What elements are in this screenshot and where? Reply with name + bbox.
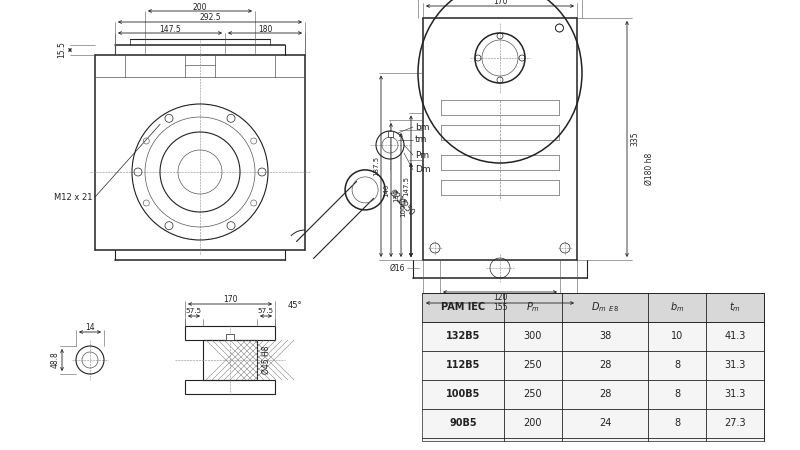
- Text: 15.5: 15.5: [58, 41, 66, 58]
- Text: 28: 28: [599, 360, 611, 370]
- Text: 90B5: 90B5: [449, 418, 477, 428]
- Text: Ø45 H8: Ø45 H8: [262, 346, 271, 374]
- Text: 8: 8: [674, 360, 680, 370]
- Text: PAM IEC: PAM IEC: [441, 302, 485, 312]
- Text: tm: tm: [415, 135, 427, 144]
- Text: 28: 28: [599, 389, 611, 399]
- Text: $t_m$: $t_m$: [729, 300, 741, 314]
- Text: 132B5: 132B5: [446, 331, 480, 341]
- Text: Ø16: Ø16: [390, 264, 405, 273]
- Text: Dm: Dm: [415, 166, 430, 175]
- Text: 170: 170: [493, 0, 507, 6]
- Text: 41.3: 41.3: [724, 331, 746, 341]
- Text: 24: 24: [599, 418, 611, 428]
- Text: Pm: Pm: [415, 150, 429, 159]
- Text: 8: 8: [674, 389, 680, 399]
- Text: Ø180 h8: Ø180 h8: [645, 153, 654, 185]
- Text: 10: 10: [671, 331, 683, 341]
- Text: 130: 130: [393, 188, 399, 202]
- Text: 8: 8: [674, 418, 680, 428]
- Text: 27.3: 27.3: [724, 418, 746, 428]
- Text: $b_m$: $b_m$: [670, 300, 684, 314]
- Text: 57.5: 57.5: [258, 308, 274, 314]
- Polygon shape: [387, 131, 393, 137]
- Text: 57.5: 57.5: [186, 308, 202, 314]
- Text: $D_m$ $_{E8}$: $D_m$ $_{E8}$: [591, 300, 619, 314]
- Text: 250: 250: [524, 389, 542, 399]
- Text: 187.5: 187.5: [373, 156, 379, 176]
- Text: 300: 300: [524, 331, 542, 341]
- Text: 45°: 45°: [288, 301, 302, 310]
- Text: 100: 100: [400, 203, 406, 217]
- Text: Ø250: Ø250: [395, 197, 416, 217]
- Text: 120: 120: [493, 292, 507, 302]
- Text: 292.5: 292.5: [199, 14, 221, 22]
- Text: Ø215: Ø215: [387, 188, 408, 208]
- Bar: [422, 293, 764, 441]
- Text: 180: 180: [258, 24, 272, 33]
- Text: 31.3: 31.3: [724, 360, 746, 370]
- Text: 14: 14: [85, 323, 95, 332]
- Text: 48.8: 48.8: [50, 351, 59, 369]
- Text: 335: 335: [630, 132, 639, 146]
- Bar: [422, 293, 764, 322]
- Text: 112B5: 112B5: [446, 360, 480, 370]
- Text: 140: 140: [383, 183, 389, 197]
- Text: 170: 170: [222, 294, 238, 303]
- Text: 31.3: 31.3: [724, 389, 746, 399]
- Text: bm: bm: [415, 122, 430, 131]
- Text: 38: 38: [599, 331, 611, 341]
- Text: M12 x 21: M12 x 21: [54, 193, 92, 202]
- Text: 147.5: 147.5: [403, 176, 409, 196]
- Text: 100B5: 100B5: [446, 389, 480, 399]
- Text: $P_m$: $P_m$: [526, 300, 540, 314]
- Text: 200: 200: [193, 3, 207, 12]
- Text: 200: 200: [524, 418, 542, 428]
- Text: 250: 250: [524, 360, 542, 370]
- Text: 147.5: 147.5: [159, 24, 181, 33]
- Text: 155: 155: [493, 303, 507, 312]
- Polygon shape: [226, 334, 234, 340]
